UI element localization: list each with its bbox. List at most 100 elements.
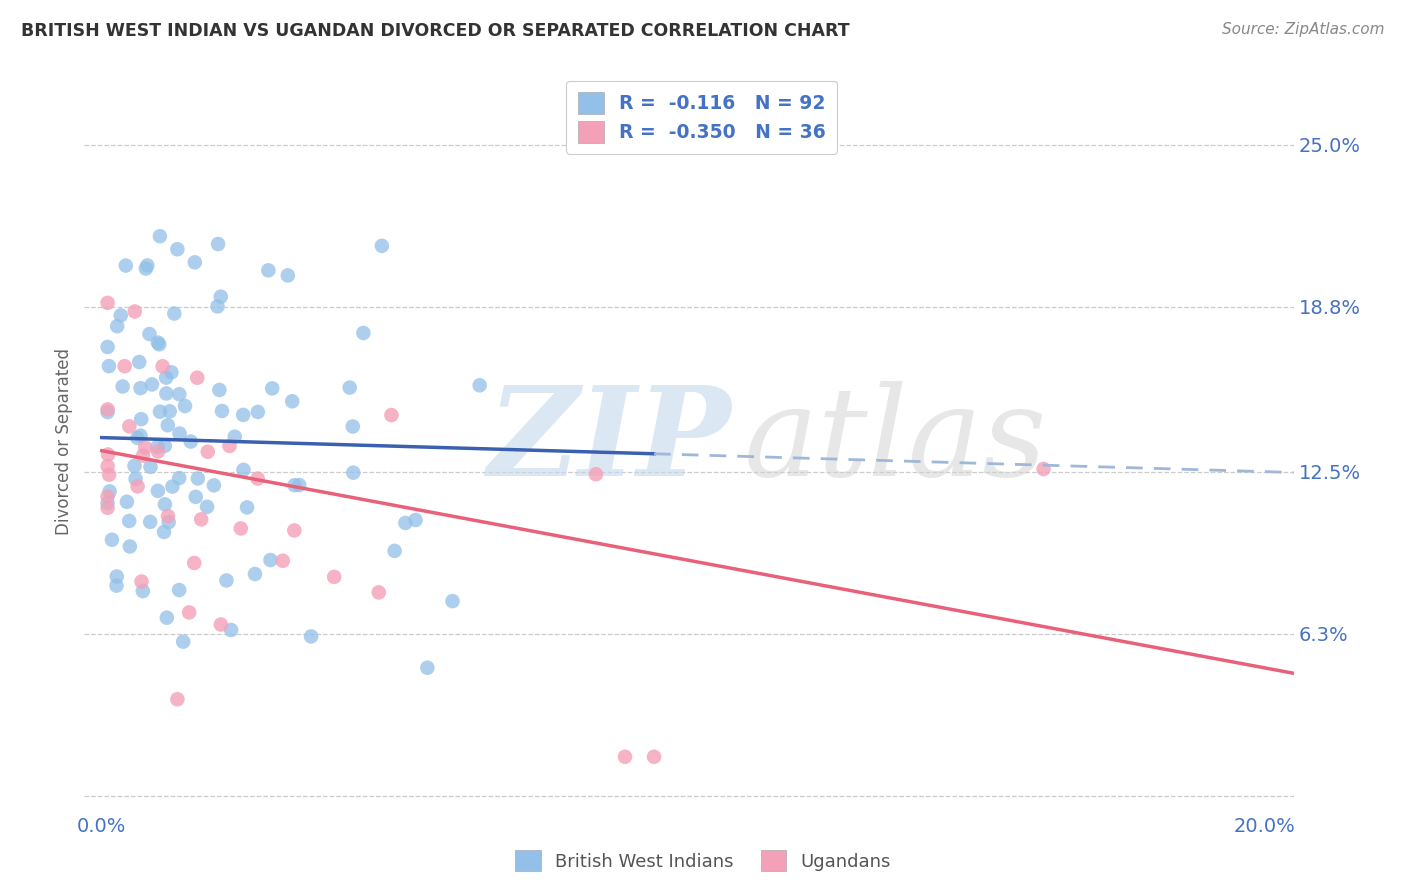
Point: [169, 426, 191, 441]
Point: [153, 439, 176, 453]
Point: [146, 440, 169, 454]
Point: [209, 290, 232, 304]
Point: [202, 478, 225, 492]
Point: [115, 495, 138, 509]
Point: [167, 582, 190, 597]
Point: [136, 259, 159, 273]
Point: [246, 405, 269, 419]
Point: [153, 524, 176, 539]
Point: [262, 381, 284, 395]
Point: [134, 441, 156, 455]
Point: [179, 606, 201, 620]
Point: [257, 263, 280, 277]
Point: [394, 516, 416, 530]
Point: [180, 434, 202, 449]
Point: [149, 405, 172, 419]
Point: [132, 449, 155, 463]
Y-axis label: Divorced or Separated: Divorced or Separated: [55, 348, 73, 535]
Point: [149, 229, 172, 244]
Point: [208, 383, 231, 397]
Point: [236, 500, 259, 515]
Point: [135, 261, 157, 276]
Point: [174, 399, 197, 413]
Point: [380, 408, 402, 422]
Point: [156, 509, 179, 524]
Point: [219, 623, 242, 637]
Point: [209, 617, 232, 632]
Point: [167, 471, 190, 485]
Point: [614, 749, 637, 764]
Point: [139, 515, 162, 529]
Point: [156, 418, 179, 433]
Point: [441, 594, 464, 608]
Point: [283, 478, 305, 492]
Point: [1032, 462, 1054, 476]
Text: atlas: atlas: [744, 381, 1046, 502]
Point: [190, 512, 212, 526]
Point: [163, 306, 186, 320]
Point: [127, 431, 149, 445]
Point: [342, 419, 364, 434]
Point: [101, 533, 124, 547]
Point: [187, 471, 209, 485]
Point: [215, 574, 238, 588]
Point: [339, 381, 361, 395]
Point: [97, 459, 120, 474]
Point: [405, 513, 427, 527]
Point: [97, 359, 120, 373]
Point: [128, 355, 150, 369]
Point: [141, 377, 163, 392]
Point: [169, 387, 191, 401]
Point: [146, 483, 169, 498]
Point: [229, 521, 252, 535]
Point: [186, 370, 208, 384]
Point: [299, 629, 322, 643]
Point: [184, 490, 207, 504]
Point: [98, 467, 121, 482]
Point: [585, 467, 607, 482]
Point: [468, 378, 491, 392]
Point: [118, 419, 141, 434]
Point: [271, 554, 294, 568]
Point: [97, 448, 120, 462]
Point: [643, 749, 665, 764]
Point: [105, 319, 128, 334]
Point: [124, 458, 146, 473]
Point: [342, 466, 364, 480]
Point: [218, 439, 240, 453]
Point: [138, 326, 160, 341]
Point: [110, 309, 132, 323]
Point: [118, 540, 141, 554]
Point: [207, 299, 229, 313]
Point: [114, 259, 136, 273]
Point: [139, 459, 162, 474]
Point: [156, 610, 179, 624]
Text: BRITISH WEST INDIAN VS UGANDAN DIVORCED OR SEPARATED CORRELATION CHART: BRITISH WEST INDIAN VS UGANDAN DIVORCED …: [21, 22, 849, 40]
Point: [129, 428, 152, 442]
Point: [367, 585, 389, 599]
Point: [288, 478, 311, 492]
Point: [97, 490, 120, 504]
Point: [98, 484, 121, 499]
Point: [277, 268, 299, 283]
Point: [162, 479, 184, 493]
Point: [114, 359, 136, 373]
Point: [97, 500, 120, 515]
Point: [118, 514, 141, 528]
Point: [155, 386, 177, 401]
Point: [197, 444, 219, 458]
Point: [159, 404, 181, 418]
Point: [224, 430, 246, 444]
Point: [157, 515, 180, 529]
Point: [131, 574, 153, 589]
Point: [384, 544, 406, 558]
Point: [155, 370, 177, 384]
Point: [146, 335, 169, 350]
Point: [371, 239, 394, 253]
Point: [259, 553, 281, 567]
Point: [153, 497, 176, 511]
Point: [281, 394, 304, 409]
Point: [129, 381, 152, 395]
Point: [127, 479, 149, 493]
Point: [183, 556, 205, 570]
